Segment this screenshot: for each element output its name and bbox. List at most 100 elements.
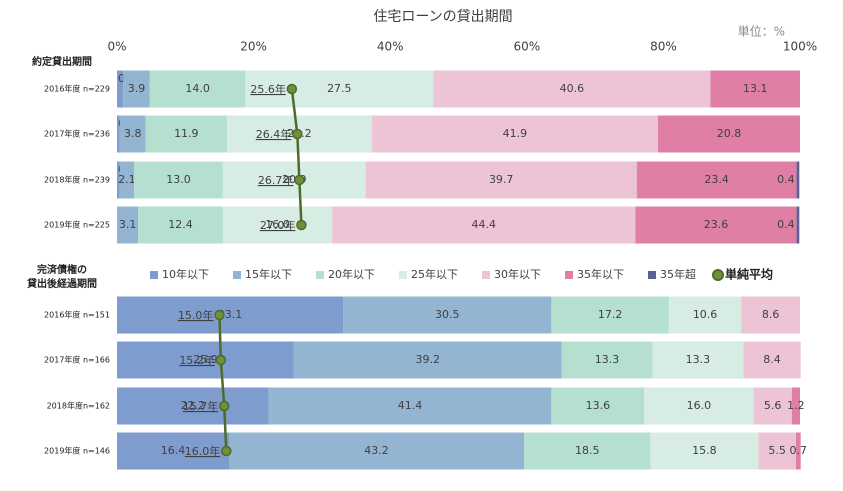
value-label: 39.2	[416, 353, 441, 366]
bar-segment	[145, 115, 227, 153]
bar-segment	[644, 387, 754, 425]
category-label: 2018年度 n=239	[44, 175, 110, 185]
legend-swatch	[648, 271, 656, 279]
bar-segment	[650, 432, 759, 470]
legend-label: 10年以下	[162, 267, 209, 281]
value-label: 0.7	[790, 444, 808, 457]
value-label: 8.4	[763, 353, 781, 366]
value-label: 2.1	[118, 173, 136, 186]
value-label: 10.6	[693, 308, 718, 321]
bar-segment	[332, 206, 636, 244]
value-label: 0.4	[777, 173, 795, 186]
average-marker	[214, 309, 225, 321]
value-label: 23.4	[704, 173, 729, 186]
category-label: 2019年度 n=146	[44, 446, 110, 456]
value-label: 41.9	[503, 127, 528, 140]
value-label: 23.6	[704, 218, 729, 231]
bar-segment	[710, 70, 800, 108]
legend-swatch	[316, 271, 324, 279]
value-label: 41.4	[398, 399, 423, 412]
average-marker	[286, 83, 298, 95]
average-label: 15.2年	[179, 353, 215, 367]
bar-segment	[657, 115, 800, 153]
legend-label: 35年以下	[577, 267, 624, 281]
value-label: 39.7	[489, 173, 514, 186]
category-label: 2017年度 n=236	[44, 129, 110, 139]
bar-segment	[668, 296, 742, 334]
value-label: 13.0	[166, 173, 191, 186]
bar-segment	[365, 161, 637, 199]
bar-segment	[753, 387, 792, 425]
bar-segment	[791, 387, 800, 425]
bar-segment	[119, 161, 135, 199]
category-label: 2019年度 n=225	[44, 220, 110, 230]
value-label: 3.1	[119, 218, 137, 231]
average-line	[218, 314, 228, 452]
value-label: 17.2	[598, 308, 623, 321]
legend-swatch	[482, 271, 490, 279]
bar-segment	[117, 432, 230, 470]
value-label: 27.5	[327, 82, 352, 95]
value-label: 0.4	[777, 218, 795, 231]
value-label: 25.9	[193, 353, 218, 366]
value-label: 13.3	[595, 353, 620, 366]
x-tick-label: 40%	[377, 40, 404, 54]
bar-segment	[795, 432, 801, 470]
value-label: 3.9	[128, 82, 146, 95]
category-label: 2017年度 n=166	[44, 355, 110, 365]
value-label: 15.8	[692, 444, 717, 457]
legend-label: 30年以下	[494, 267, 541, 281]
value-label: 11.9	[174, 127, 199, 140]
panel-label: 貸出後経過期間	[26, 277, 97, 290]
average-marker	[218, 400, 230, 412]
value-label: 13.3	[686, 353, 711, 366]
bar-segment	[371, 115, 658, 153]
value-label: 40.6	[560, 82, 585, 95]
bar-segment	[796, 161, 800, 199]
value-label: 8.6	[762, 308, 780, 321]
legend-swatch	[233, 271, 241, 279]
bar-segment	[551, 296, 669, 334]
category-label: 2016年度 n=229	[44, 84, 110, 94]
bar-segment	[551, 387, 645, 425]
category-label: 2018年度n=162	[47, 401, 110, 411]
value-label: 13.6	[586, 399, 611, 412]
average-marker	[221, 445, 232, 457]
bar-segment	[117, 161, 120, 199]
average-marker	[292, 128, 303, 140]
panel-label: 約定貸出期間	[32, 55, 92, 68]
bar-segment	[433, 70, 711, 108]
bar-segment	[117, 206, 139, 244]
value-label: 18.5	[575, 444, 600, 457]
average-label: 26.7年	[258, 173, 294, 187]
panel-label: 完済債権の	[37, 263, 87, 276]
legend-label: 20年以下	[328, 267, 375, 281]
value-label: 20.8	[717, 127, 742, 140]
legend-swatch	[399, 271, 407, 279]
value-label: 5.5	[768, 444, 786, 457]
category-label: 2016年度 n=151	[44, 310, 110, 320]
x-tick-label: 100%	[783, 40, 817, 54]
bar-segment	[293, 341, 562, 379]
value-label: 13.1	[743, 82, 768, 95]
bar-segment	[343, 296, 552, 334]
average-label: 25.6年	[250, 82, 286, 96]
bar-segment	[123, 70, 150, 108]
average-label: 15.0年	[178, 308, 214, 322]
value-label: 12.4	[168, 218, 193, 231]
average-marker	[296, 219, 307, 231]
average-marker	[215, 354, 227, 366]
legend-swatch	[150, 271, 158, 279]
bar-segment	[117, 341, 294, 379]
bar-segment	[758, 432, 796, 470]
bar-segment	[222, 206, 333, 244]
x-tick-label: 0%	[107, 40, 126, 54]
legend-label: 15年以下	[245, 267, 292, 281]
bar-segment	[117, 70, 124, 108]
value-label: 30.5	[435, 308, 460, 321]
x-tick-label: 80%	[650, 40, 677, 54]
legend-label: 35年超	[660, 267, 696, 281]
value-label: 43.2	[364, 444, 389, 457]
value-label: 5.6	[764, 399, 782, 412]
average-label: 15.7年	[183, 399, 219, 413]
